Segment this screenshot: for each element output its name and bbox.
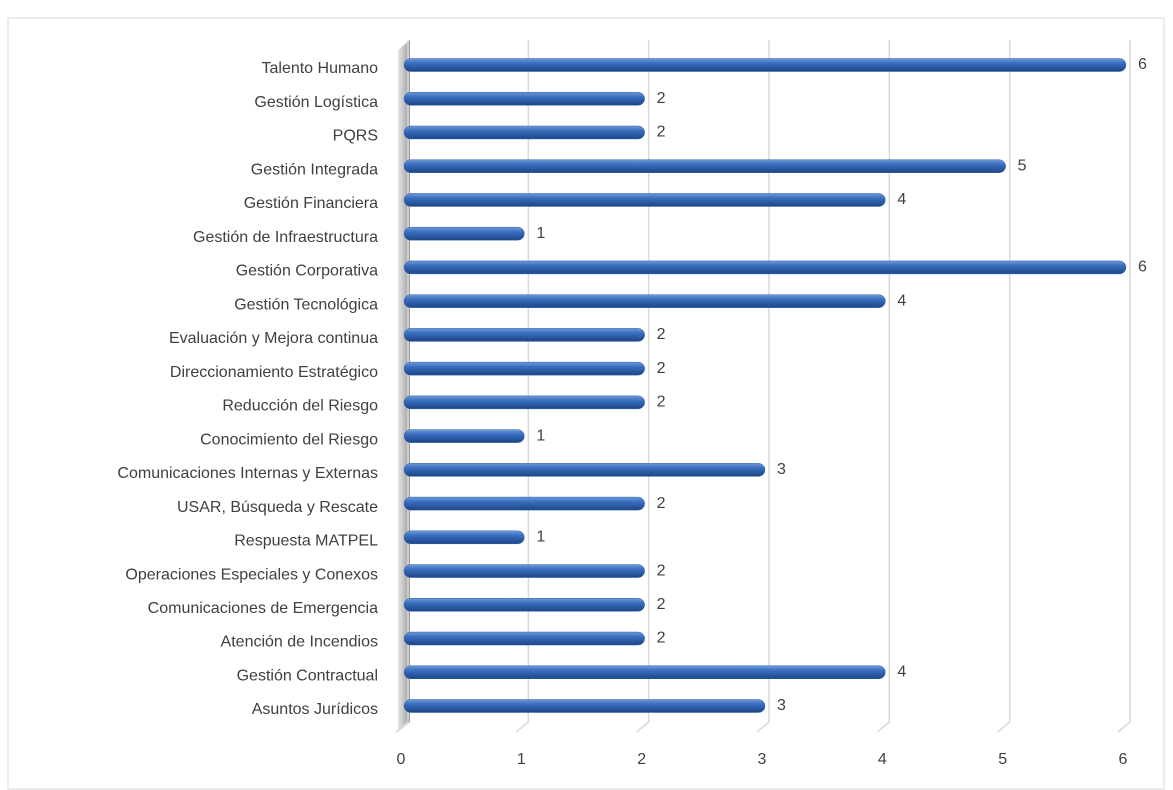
data-label: 1 xyxy=(536,427,545,444)
bar xyxy=(403,226,525,241)
y-tick-label: Operaciones Especiales y Conexos xyxy=(125,566,378,583)
y-tick-label: Comunicaciones Internas y Externas xyxy=(117,465,378,482)
bar xyxy=(403,665,886,680)
bar xyxy=(403,159,1006,173)
data-label: 4 xyxy=(897,292,906,309)
axis-wall xyxy=(398,40,410,732)
x-tick-label: 4 xyxy=(878,751,887,768)
y-tick-label: Gestión de Infraestructura xyxy=(193,229,378,246)
data-label: 2 xyxy=(657,90,666,107)
y-tick-label: Talento Humano xyxy=(261,60,378,77)
bar xyxy=(403,361,645,376)
y-tick-label: Gestión Contractual xyxy=(237,667,378,684)
data-label: 2 xyxy=(657,394,666,411)
y-tick-label: Conocimiento del Riesgo xyxy=(200,431,378,448)
y-tick-label: Gestión Financiera xyxy=(244,195,378,212)
y-tick-label: Gestión Integrada xyxy=(251,161,378,178)
x-tick-label: 5 xyxy=(998,751,1007,768)
data-label: 4 xyxy=(897,191,906,208)
y-tick-label: Evaluación y Mejora continua xyxy=(169,330,378,347)
bar xyxy=(403,294,886,308)
x-tick-label: 3 xyxy=(758,751,767,768)
data-label: 1 xyxy=(536,225,545,242)
y-tick-label: Gestión Tecnológica xyxy=(234,296,378,313)
data-label: 2 xyxy=(657,326,666,343)
bar xyxy=(403,699,766,713)
y-tick-label: Asuntos Jurídicos xyxy=(252,701,378,718)
bar xyxy=(403,598,645,612)
data-label: 4 xyxy=(897,663,906,680)
y-tick-label: Comunicaciones de Emergencia xyxy=(148,600,378,617)
x-tick-label: 2 xyxy=(637,751,646,768)
bar xyxy=(403,193,886,207)
bar xyxy=(403,530,525,545)
data-label: 6 xyxy=(1138,259,1147,276)
y-tick-label: Gestión Corporativa xyxy=(236,263,378,280)
bar xyxy=(403,91,645,106)
data-label: 2 xyxy=(657,495,666,512)
y-tick-label: Reducción del Riesgo xyxy=(222,398,378,415)
bar xyxy=(403,58,1127,72)
bar xyxy=(403,631,645,646)
y-tick-label: USAR, Búsqueda y Rescate xyxy=(177,499,378,516)
y-tick-label: Respuesta MATPEL xyxy=(234,533,378,550)
data-label: 5 xyxy=(1018,157,1027,174)
x-tick-label: 0 xyxy=(397,751,406,768)
y-tick-label: Direccionamiento Estratégico xyxy=(170,364,378,381)
data-label: 2 xyxy=(657,360,666,377)
y-tick-label: PQRS xyxy=(333,128,378,145)
data-label: 2 xyxy=(657,124,666,141)
bar xyxy=(403,125,645,140)
data-label: 2 xyxy=(657,596,666,613)
data-label: 3 xyxy=(777,461,786,478)
bar xyxy=(403,496,645,511)
y-tick-label: Atención de Incendios xyxy=(221,634,378,651)
grid-line xyxy=(1117,40,1131,733)
data-label: 3 xyxy=(777,697,786,714)
data-label: 2 xyxy=(657,562,666,579)
bar xyxy=(403,260,1127,275)
data-label: 6 xyxy=(1138,56,1147,73)
bar xyxy=(403,395,645,410)
y-tick-label: Gestión Logística xyxy=(254,94,378,111)
bar xyxy=(403,429,525,443)
bar xyxy=(403,328,645,342)
bar xyxy=(403,564,645,578)
x-tick-label: 1 xyxy=(517,751,526,768)
data-label: 2 xyxy=(657,630,666,647)
data-label: 1 xyxy=(536,529,545,546)
bar xyxy=(403,463,766,477)
x-tick-label: 6 xyxy=(1119,751,1128,768)
